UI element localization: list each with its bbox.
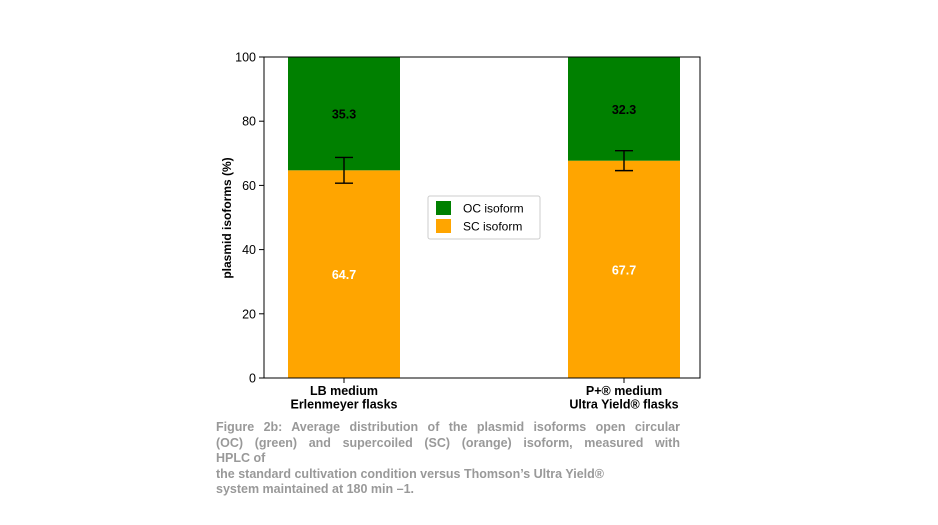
x-tick-label-line: Erlenmeyer flasks [290,398,397,412]
x-tick-label-line: Ultra Yield® flasks [569,398,678,412]
caption-line: (OC) (green) and supercoiled (SC) (orang… [216,435,680,450]
x-axis: LB medium Erlenmeyer flasks P+® medium Ultr… [290,378,679,412]
y-axis: 0 20 40 60 80 100 [235,51,264,386]
x-tick-label: P+® medium Ultra Yield® flasks [569,384,678,412]
bars-layer [288,57,680,378]
oc-isoform-bar [288,57,400,171]
y-tick-label: 80 [242,115,256,129]
y-tick-label: 60 [242,179,256,193]
legend-swatch [436,201,451,215]
x-tick-label-line: LB medium [310,384,378,398]
data-label: 35.3 [332,108,356,122]
caption-line: Figure 2b: Average distribution of the p… [216,420,680,434]
y-tick-label: 20 [242,307,256,321]
error-bars-layer [335,150,633,184]
oc-isoform-bar [568,57,680,161]
caption-line: HPLC of [216,451,266,466]
caption-line: system maintained at 180 min –1. [216,482,415,497]
y-axis-title: plasmid isoforms (%) [220,157,234,278]
data-label: 32.3 [612,103,636,117]
legend-swatch [436,219,451,233]
x-tick-label-line: P+® medium [586,384,662,398]
legend-label: SC isoform [463,220,522,234]
data-labels-layer: 64.7 35.3 67.7 32.3 [332,103,636,282]
sc-isoform-bar [568,160,680,378]
stacked-bar-chart: 64.7 35.3 67.7 32.3 0 20 40 60 80 100 LB medium E… [220,51,701,412]
data-label: 64.7 [332,268,356,282]
y-tick-label: 40 [242,243,256,257]
sc-isoform-bar [288,170,400,378]
legend-box [427,195,541,240]
y-tick-label: 100 [235,51,256,65]
x-tick-label: LB medium Erlenmeyer flasks [290,384,397,412]
caption-line: the standard cultivation condition versu… [216,466,604,481]
legend-label: OC isoform [463,202,524,216]
plot-frame [263,56,701,379]
figure-caption: Figure 2b: Average distribution of the p… [216,420,680,498]
legend: OC isoform SC isoform [427,195,541,240]
y-tick-label: 0 [249,372,256,386]
data-label: 67.7 [612,263,636,277]
